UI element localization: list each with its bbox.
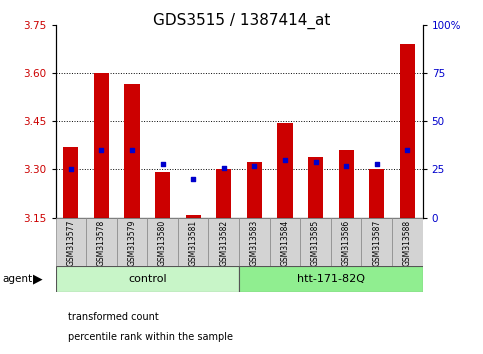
Text: GSM313588: GSM313588 (403, 220, 412, 266)
Text: GDS3515 / 1387414_at: GDS3515 / 1387414_at (153, 12, 330, 29)
Point (159, 161, 167, 166)
Bar (147, 218, 178, 266)
Bar (209, 218, 239, 266)
Bar (239, 266, 423, 292)
Text: GSM313579: GSM313579 (128, 220, 137, 267)
Bar (270, 218, 300, 266)
Bar (56, 266, 239, 292)
Point (220, 165, 227, 170)
Text: agent: agent (2, 274, 32, 284)
Point (189, 176, 197, 182)
Bar (400, 44, 415, 218)
Point (67, 167, 75, 172)
Bar (117, 218, 147, 266)
Bar (308, 157, 323, 218)
Text: GSM313582: GSM313582 (219, 220, 228, 266)
Point (312, 159, 319, 165)
Point (373, 161, 381, 166)
Text: ▶: ▶ (33, 273, 43, 285)
Text: GSM313580: GSM313580 (158, 220, 167, 266)
Point (98, 147, 105, 153)
Bar (178, 218, 209, 266)
Bar (339, 149, 354, 218)
Bar (247, 162, 262, 218)
Bar (63, 147, 78, 218)
Text: GSM313584: GSM313584 (281, 220, 289, 266)
Bar (125, 84, 140, 218)
Text: GSM313577: GSM313577 (66, 220, 75, 267)
Text: GSM313585: GSM313585 (311, 220, 320, 266)
Bar (94, 73, 109, 218)
Text: control: control (128, 274, 167, 284)
Point (128, 147, 136, 153)
Bar (277, 124, 293, 218)
Bar (155, 172, 170, 218)
Bar (300, 218, 331, 266)
Bar (361, 218, 392, 266)
Text: percentile rank within the sample: percentile rank within the sample (68, 332, 233, 342)
Text: htt-171-82Q: htt-171-82Q (297, 274, 365, 284)
Bar (185, 216, 201, 218)
Point (281, 157, 289, 162)
Bar (392, 218, 423, 266)
Text: GSM313578: GSM313578 (97, 220, 106, 266)
Point (403, 147, 411, 153)
Text: transformed count: transformed count (68, 312, 158, 322)
Bar (56, 218, 86, 266)
Bar (86, 218, 117, 266)
Point (251, 163, 258, 169)
Bar (369, 169, 384, 218)
Bar (216, 169, 231, 218)
Text: GSM313583: GSM313583 (250, 220, 259, 266)
Text: GSM313581: GSM313581 (189, 220, 198, 266)
Text: GSM313587: GSM313587 (372, 220, 381, 266)
Bar (239, 218, 270, 266)
Bar (331, 218, 361, 266)
Point (342, 163, 350, 169)
Text: GSM313586: GSM313586 (341, 220, 351, 266)
